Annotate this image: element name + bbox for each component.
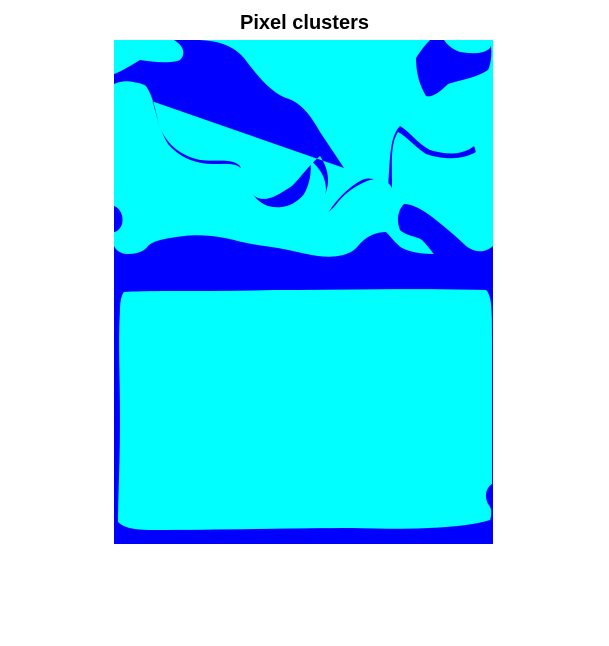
cluster-map-image <box>114 40 493 544</box>
figure-title: Pixel clusters <box>240 12 369 34</box>
cluster-1-notch <box>114 206 123 232</box>
cluster-2-region-upper <box>114 40 493 219</box>
cluster-2-region-mid <box>114 81 493 257</box>
cluster-2-region-lower <box>118 289 492 530</box>
